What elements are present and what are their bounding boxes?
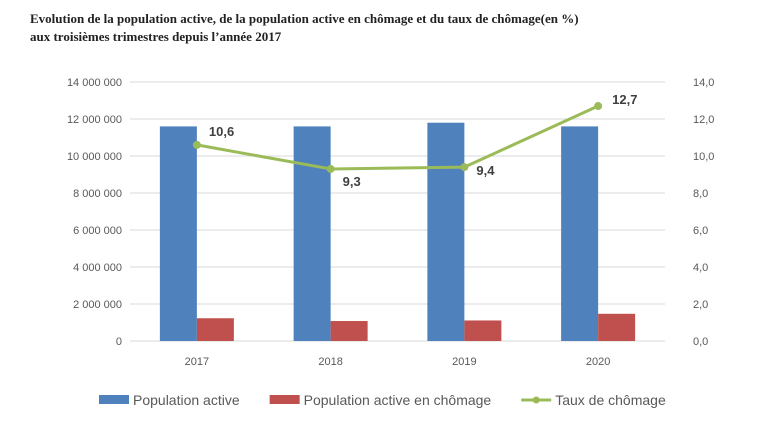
- data-label: 12,7: [612, 92, 637, 107]
- legend-label: Taux de chômage: [555, 392, 666, 408]
- right-tick-label: 6,0: [693, 225, 708, 237]
- x-tick-label: 2020: [586, 356, 610, 368]
- legend-label: Population active en chômage: [304, 392, 492, 408]
- left-tick-label: 10 000 000: [67, 151, 122, 163]
- left-tick-label: 4 000 000: [73, 262, 122, 274]
- legend-item: Taux de chômage: [521, 392, 666, 408]
- line-point: [326, 164, 335, 173]
- left-tick-label: 12 000 000: [67, 114, 122, 126]
- right-tick-label: 0,0: [693, 336, 708, 348]
- legend-marker: [532, 396, 540, 404]
- legend-swatch: [269, 395, 300, 404]
- bars: [159, 122, 636, 342]
- left-tick-label: 0: [116, 336, 122, 348]
- chart-title-line2: aux troisièmes trimestres depuis l’année…: [30, 29, 282, 44]
- x-axis: 2017 2018 2019 2020: [185, 356, 611, 368]
- right-tick-label: 14,0: [693, 77, 714, 89]
- right-tick-label: 2,0: [693, 299, 708, 311]
- right-tick-label: 4,0: [693, 262, 708, 274]
- data-label: 10,6: [209, 124, 234, 139]
- line-point: [460, 163, 469, 172]
- bar-population-active: [427, 122, 465, 341]
- bar-population-chomage: [330, 321, 368, 341]
- chart-title: Evolution de la population active, de la…: [30, 10, 750, 46]
- right-tick-label: 10,0: [693, 151, 714, 163]
- line-point: [192, 140, 201, 149]
- bar-population-chomage: [464, 320, 502, 341]
- x-tick-label: 2017: [185, 356, 209, 368]
- bar-population-active: [561, 126, 599, 342]
- line-taux-chomage: [196, 104, 599, 171]
- line-series: 10,6 9,3 9,4 12,7: [192, 92, 637, 189]
- left-tick-label: 6 000 000: [73, 225, 122, 237]
- left-axis: 0 2 000 000 4 000 000 6 000 000 8 000 000 10 …: [67, 77, 122, 348]
- bar-population-chomage: [196, 318, 234, 341]
- line-point: [594, 102, 603, 111]
- bar-population-active: [159, 126, 197, 342]
- legend-item: Population active: [99, 392, 240, 408]
- x-tick-label: 2019: [452, 356, 476, 368]
- legend-swatch: [99, 395, 129, 404]
- bar-population-active: [293, 126, 331, 342]
- legend: Population active Population active en ch…: [99, 392, 666, 408]
- data-label: 9,4: [476, 163, 495, 178]
- legend-label: Population active: [133, 392, 240, 408]
- left-tick-label: 8 000 000: [73, 188, 122, 200]
- left-tick-label: 2 000 000: [73, 299, 122, 311]
- chart-title-line1: Evolution de la population active, de la…: [30, 11, 579, 26]
- data-label: 9,3: [343, 174, 361, 189]
- left-tick-label: 14 000 000: [67, 77, 122, 89]
- right-tick-label: 8,0: [693, 188, 708, 200]
- x-tick-label: 2018: [318, 356, 342, 368]
- bar-population-chomage: [598, 313, 636, 341]
- right-axis: 0,0 2,0 4,0 6,0 8,0 10,0 12,0 14,0: [693, 77, 714, 348]
- legend-item: Population active en chômage: [269, 392, 492, 408]
- right-tick-label: 12,0: [693, 114, 714, 126]
